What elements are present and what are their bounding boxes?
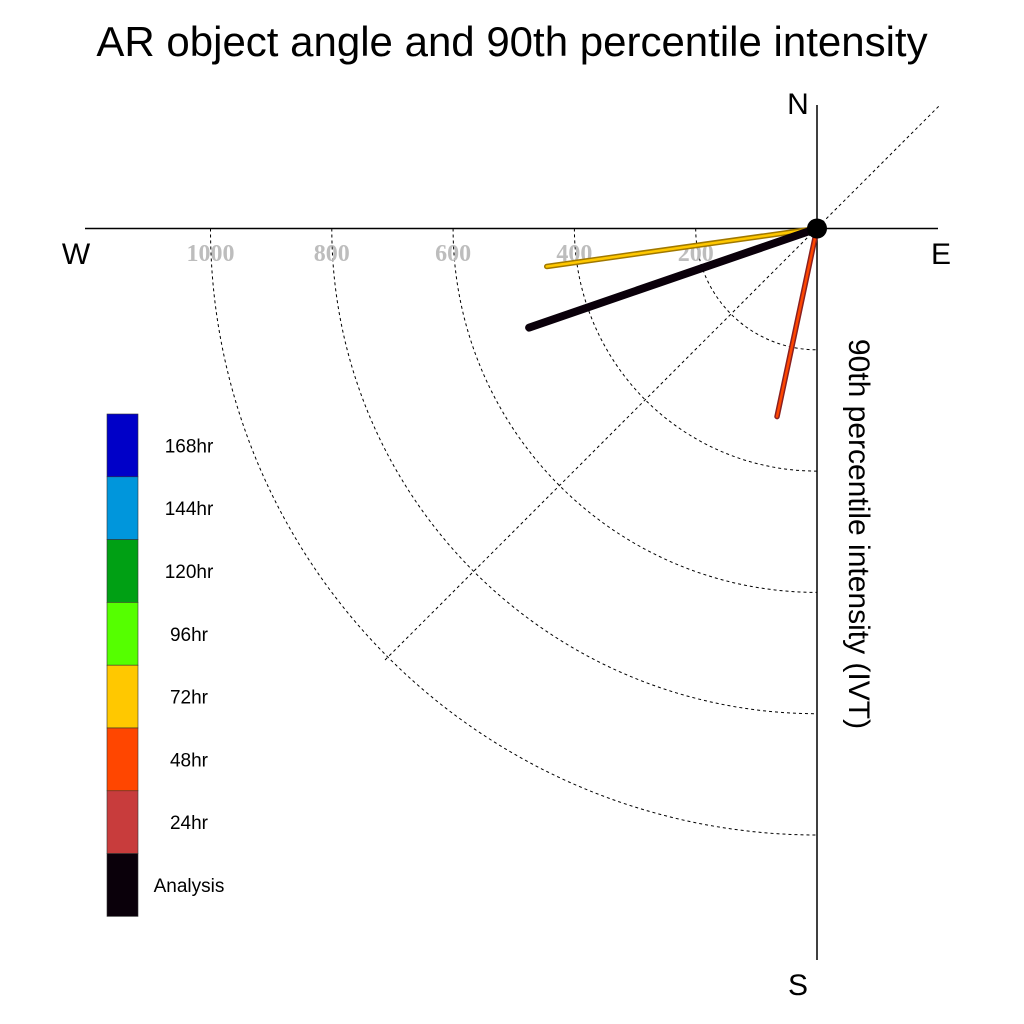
ring-600: [452, 228, 818, 593]
legend-swatch-48hr: [106, 727, 139, 792]
legend: 168hr 144hr 120hr 96hr 72hr 48hr 24hr Analysis: [106, 413, 225, 917]
ring-800: [331, 228, 818, 715]
ring-label: 1000: [187, 241, 235, 267]
legend-swatch-72hr: [106, 664, 139, 729]
legend-label: 168hr: [165, 436, 214, 457]
vector-72hr: [545, 227, 819, 268]
legend-label: Analysis: [154, 876, 225, 897]
ring-label: 600: [435, 241, 471, 267]
ring-400: [573, 228, 818, 472]
legend-label: 72hr: [170, 688, 209, 709]
compass-north: N: [787, 88, 809, 121]
chart-title: AR object angle and 90th percentile inte…: [96, 18, 927, 65]
legend-label: 144hr: [165, 499, 214, 520]
legend-swatch-24hr: [106, 790, 139, 854]
diagonal-guide: [384, 104, 941, 661]
legend-label: 48hr: [170, 750, 209, 771]
legend-swatch-144hr: [106, 476, 139, 540]
ring-1000: [210, 228, 818, 836]
legend-swatch-120hr: [106, 539, 139, 603]
vector-analysis: [525, 224, 821, 332]
y-axis-label: 90th percentile intensity (IVT): [842, 339, 875, 729]
origin-marker: [807, 218, 827, 239]
vector-48hr: [775, 227, 819, 418]
legend-swatch-168hr: [106, 413, 139, 478]
legend-label: 96hr: [170, 625, 209, 646]
legend-swatch-96hr: [106, 602, 139, 666]
compass-west: W: [62, 238, 91, 271]
series-vectors: [525, 224, 821, 420]
compass-east: E: [931, 238, 951, 271]
legend-label: 120hr: [165, 562, 214, 583]
legend-label: 24hr: [170, 813, 209, 834]
compass-south: S: [788, 969, 808, 1002]
legend-swatch-analysis: [106, 853, 139, 917]
ring-label: 800: [314, 241, 350, 267]
